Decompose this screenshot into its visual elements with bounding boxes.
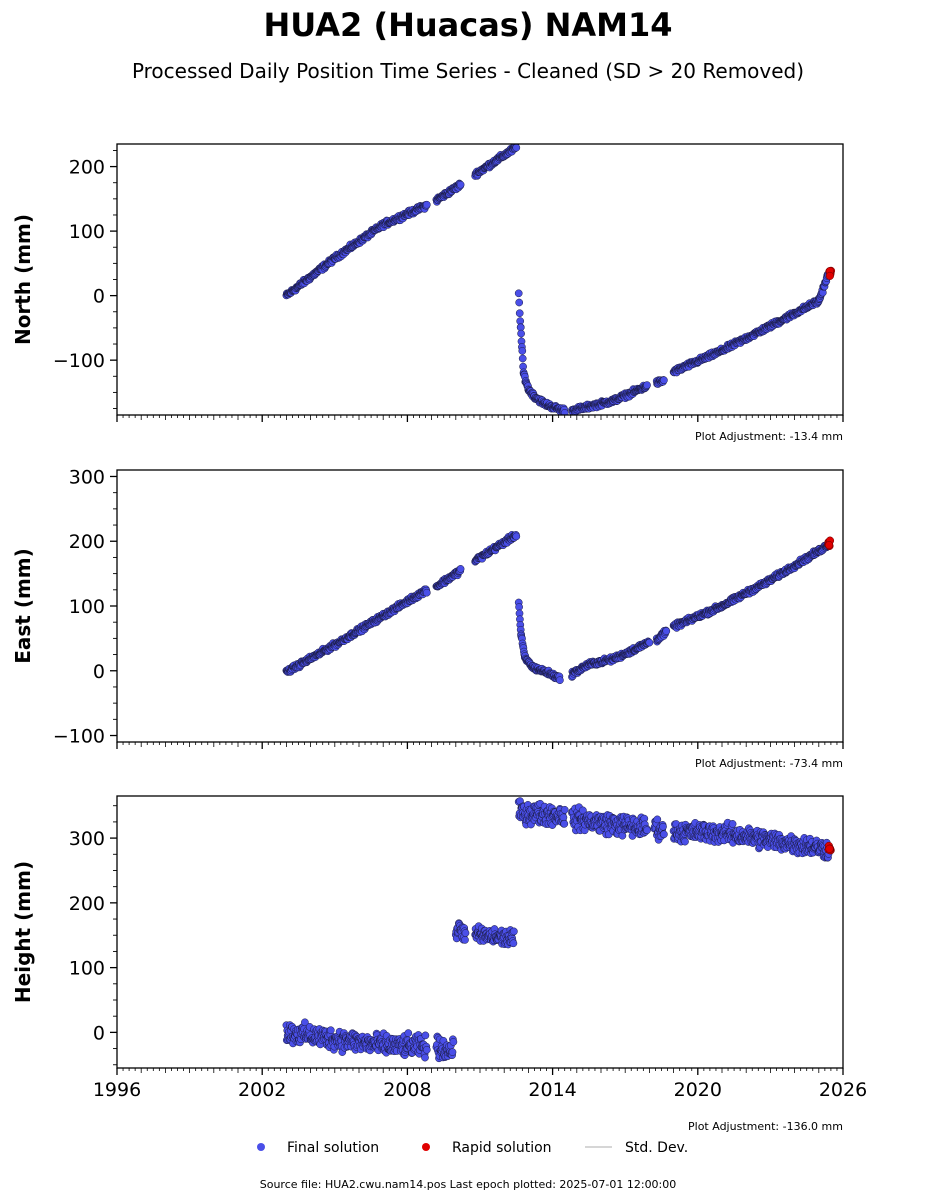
final-point xyxy=(660,830,668,839)
north-panel: −100 0 100 200 North (mm) Plot Adjustment: -1… xyxy=(11,143,844,443)
y-ticks: 0 100 200 300 xyxy=(69,805,117,1066)
final-point xyxy=(461,936,469,944)
plot-frame xyxy=(116,469,844,743)
final-point xyxy=(645,638,654,647)
legend-stddev-label: Std. Dev. xyxy=(625,1140,688,1156)
y-axis-label: North (mm) xyxy=(11,214,35,345)
final-point xyxy=(512,144,521,152)
y-ticks: −100 0 100 200 xyxy=(53,150,117,409)
final-point xyxy=(556,676,564,685)
y-tick-label: 0 xyxy=(93,286,105,308)
y-tick-label: −100 xyxy=(53,350,105,372)
y-axis-label: Height (mm) xyxy=(11,861,35,1003)
final-point xyxy=(560,819,569,828)
legend-rapid-marker xyxy=(422,1143,430,1151)
x-tick-label: 1996 xyxy=(93,1079,141,1101)
y-tick-label: 200 xyxy=(69,893,105,915)
plot-adjustment-note: Plot Adjustment: -13.4 mm xyxy=(695,430,843,443)
final-point xyxy=(728,820,737,828)
final-point xyxy=(510,927,518,936)
legend-rapid-label: Rapid solution xyxy=(452,1140,552,1156)
final-point xyxy=(301,1018,309,1027)
x-ticks xyxy=(116,742,844,749)
x-tick-label: 2014 xyxy=(528,1079,576,1101)
final-point xyxy=(456,565,465,573)
final-point xyxy=(660,376,668,385)
data-points xyxy=(282,144,836,415)
y-tick-label: −100 xyxy=(53,726,105,748)
final-point xyxy=(518,354,527,363)
y-tick-label: 100 xyxy=(69,221,105,243)
plot-adjustment-note: Plot Adjustment: -136.0 mm xyxy=(688,1120,843,1133)
figure-title: HUA2 (Huacas) NAM14 xyxy=(263,6,672,44)
east-panel: −100 0 100 200 300 East (mm) Plot Adjustment: … xyxy=(11,466,844,770)
y-axis-label: East (mm) xyxy=(11,548,35,664)
final-point xyxy=(404,1029,413,1037)
final-point xyxy=(422,1045,431,1054)
y-tick-label: 0 xyxy=(93,1022,105,1044)
final-point xyxy=(662,627,671,635)
y-tick-label: 300 xyxy=(69,466,105,488)
final-point xyxy=(514,289,523,298)
x-tick-label: 2020 xyxy=(674,1079,722,1101)
data-points xyxy=(282,797,835,1063)
legend: Final solution Rapid solution Std. Dev. xyxy=(257,1140,688,1156)
x-ticks: 1996 2002 2008 2014 2020 2026 xyxy=(93,1068,867,1101)
x-ticks xyxy=(116,415,844,422)
plot-frame xyxy=(116,143,844,416)
figure-subtitle: Processed Daily Position Time Series - C… xyxy=(132,59,804,83)
x-tick-label: 2026 xyxy=(819,1079,867,1101)
y-tick-label: 100 xyxy=(69,596,105,618)
height-panel: 1996 2002 2008 2014 2020 2026 0 100 200 300 Height… xyxy=(11,795,867,1133)
y-tick-label: 200 xyxy=(69,157,105,179)
final-point xyxy=(653,815,662,824)
final-point xyxy=(509,939,518,948)
y-tick-label: 0 xyxy=(93,661,105,683)
final-point xyxy=(643,381,651,389)
legend-final-label: Final solution xyxy=(287,1140,379,1156)
final-point xyxy=(681,837,689,846)
y-ticks: −100 0 100 200 300 xyxy=(53,466,117,748)
final-point xyxy=(518,347,527,355)
y-tick-label: 200 xyxy=(69,531,105,553)
rapid-point xyxy=(825,271,834,280)
final-point xyxy=(659,822,667,831)
final-point xyxy=(448,1048,457,1056)
legend-final-marker xyxy=(257,1143,265,1151)
plot-adjustment-note: Plot Adjustment: -73.4 mm xyxy=(695,757,843,770)
final-point xyxy=(515,298,524,307)
final-point xyxy=(422,588,431,597)
final-point xyxy=(456,180,465,189)
final-point xyxy=(515,309,524,318)
final-point xyxy=(559,813,568,822)
x-tick-label: 2002 xyxy=(238,1079,286,1101)
final-point xyxy=(449,1038,458,1046)
final-point xyxy=(560,409,569,415)
data-points xyxy=(282,531,835,685)
final-point xyxy=(326,1026,335,1035)
x-tick-label: 2008 xyxy=(383,1079,431,1101)
y-tick-label: 300 xyxy=(69,828,105,850)
final-point xyxy=(422,200,431,209)
rapid-point xyxy=(825,541,834,550)
rapid-point xyxy=(825,844,834,853)
final-point xyxy=(517,329,525,338)
final-point xyxy=(515,603,523,611)
final-point xyxy=(421,1053,429,1062)
final-point xyxy=(461,929,470,937)
final-point xyxy=(421,1031,430,1040)
y-tick-label: 100 xyxy=(69,958,105,980)
final-point xyxy=(560,805,569,814)
footer-source: Source file: HUA2.cwu.nam14.pos Last epo… xyxy=(260,1178,677,1191)
final-point xyxy=(512,532,521,541)
final-point xyxy=(643,826,651,835)
